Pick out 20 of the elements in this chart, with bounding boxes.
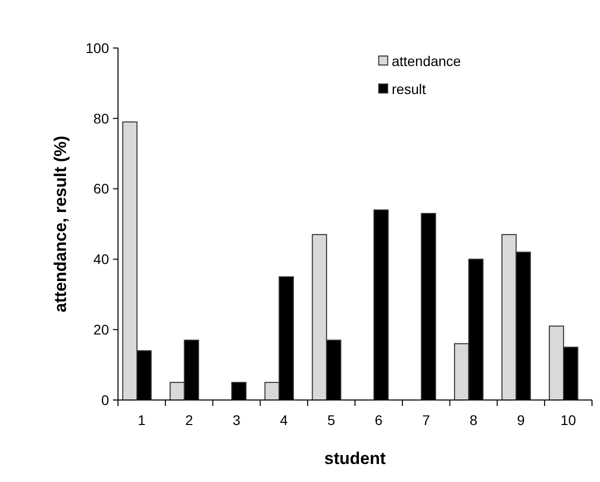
x-tick-label: 9 <box>517 412 525 428</box>
y-tick-label: 20 <box>93 322 110 338</box>
x-tick-label: 10 <box>560 412 576 428</box>
x-tick-label: 3 <box>232 412 241 428</box>
x-axis-title: student <box>324 449 386 468</box>
x-tick-label: 1 <box>138 412 146 428</box>
x-tick-label: 7 <box>422 412 430 428</box>
y-tick-label: 100 <box>86 40 110 56</box>
y-axis-title: attendance, result (%) <box>51 136 70 312</box>
legend-label: result <box>392 80 426 97</box>
x-tick-label: 4 <box>280 412 288 428</box>
x-tick-label: 8 <box>470 412 478 428</box>
x-tick-label: 2 <box>185 412 194 428</box>
y-tick-label: 0 <box>101 392 110 408</box>
y-tick-label: 40 <box>93 251 110 268</box>
legend-label: attendance <box>392 52 462 69</box>
x-tick-label: 5 <box>327 412 336 428</box>
x-tick-label: 6 <box>374 412 383 428</box>
y-tick-label: 60 <box>93 180 110 197</box>
y-tick-label: 80 <box>93 110 110 126</box>
